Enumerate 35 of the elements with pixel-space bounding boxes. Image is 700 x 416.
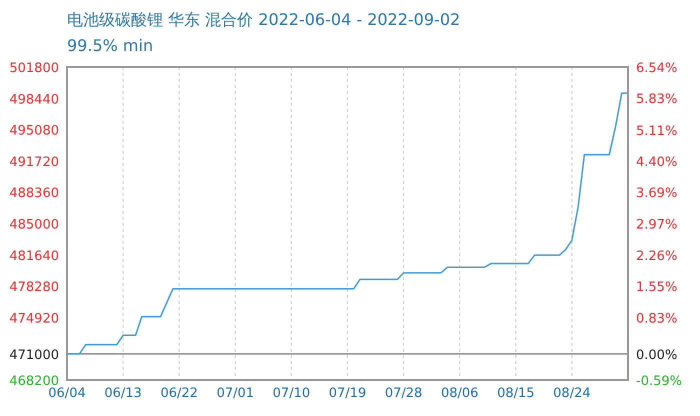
x-tick-label: 07/28 [384,386,422,402]
line-series [67,92,628,355]
x-tick-label: 08/06 [440,386,478,402]
x-tick-label: 06/04 [48,386,86,402]
y-tick-label: 491720 [9,154,59,170]
x-tick-label: 07/10 [272,386,310,402]
y2-tick-label: 5.11% [636,124,678,139]
chart-title: 电池级碳酸锂 华东 混合价 2022-06-04 - 2022-09-02 [67,10,460,31]
y2-tick-label: 2.26% [636,248,678,264]
y-tick-label: 498440 [9,92,59,108]
y-tick-label: 481640 [9,248,59,264]
y-tick-label: 495080 [9,124,59,139]
chart-subtitle: 99.5% min [67,36,154,55]
y-tick-label: 474920 [9,311,59,326]
y-tick-label: 471000 [9,348,59,363]
x-tick-label: 06/22 [160,386,198,402]
y2-tick-label: 0.00% [636,348,678,364]
y-tick-label: 485000 [9,218,59,232]
y-tick-label: 488360 [9,186,59,202]
y2-tick-label: 5.83% [636,92,678,108]
y2-tick-label: 2.97% [636,218,678,233]
y2-tick-label: 0.83% [636,312,678,327]
x-tick-label: 08/15 [497,386,535,402]
y2-tick-label: 6.54% [636,61,678,76]
y2-tick-label: 4.40% [636,154,678,170]
y2-tick-label: 3.69% [636,186,678,202]
y-tick-label: 468200 [9,374,59,389]
x-tick-label: 06/13 [104,386,142,402]
x-tick-label: 07/19 [328,386,366,402]
x-tick-label: 08/24 [553,386,591,402]
y-tick-label: 478280 [9,280,59,296]
y-tick-label: 501800 [9,61,59,76]
y2-tick-label: 1.55% [636,280,678,296]
y2-tick-label: -0.59% [636,374,682,389]
x-tick-label: 07/01 [216,386,254,402]
